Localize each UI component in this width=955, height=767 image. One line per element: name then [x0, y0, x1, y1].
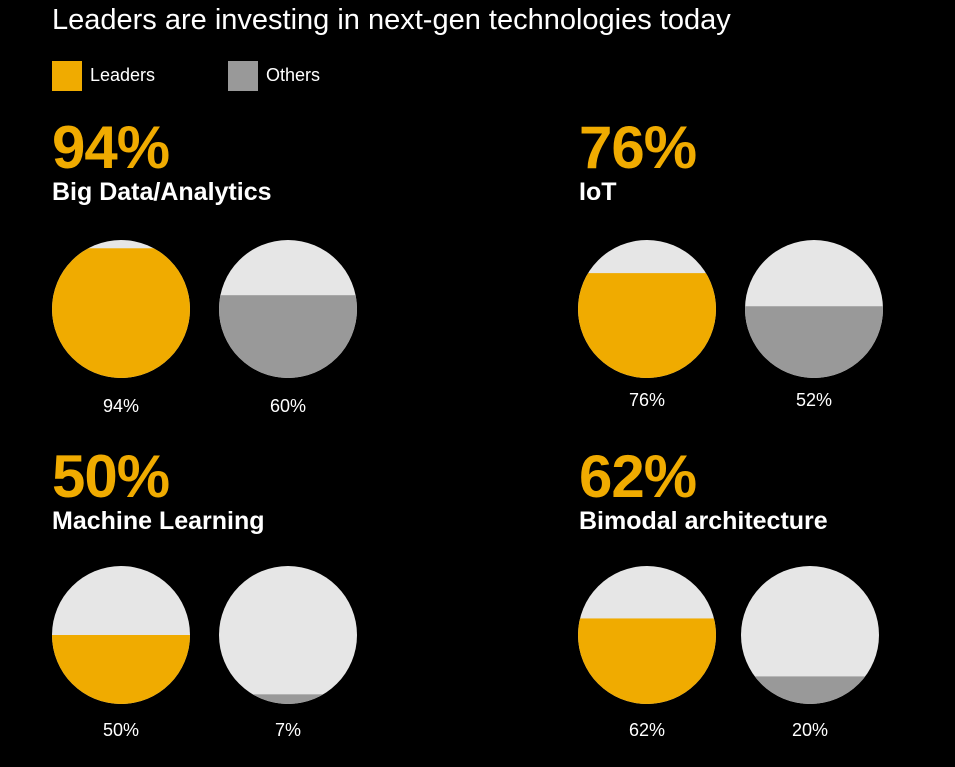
headline-percent: 76% — [579, 114, 697, 181]
circle-empty-area — [741, 566, 879, 704]
leaders-fill-level — [578, 273, 716, 378]
leaders-value-label: 94% — [102, 396, 140, 416]
others-fill-level — [745, 306, 883, 378]
leaders-fill-circle — [578, 240, 716, 378]
leaders-fill-level — [52, 248, 190, 378]
others-value-label: 52% — [795, 390, 833, 410]
category-label: Big Data/Analytics — [52, 178, 272, 206]
legend-label-others: Others — [266, 65, 321, 85]
chart-title: Leaders are investing in next-gen techno… — [52, 4, 731, 36]
legend-swatch-others — [228, 61, 258, 91]
headline-percent: 50% — [52, 443, 170, 510]
leaders-fill-circle — [52, 240, 190, 378]
category-label: Machine Learning — [52, 507, 265, 535]
category-label: IoT — [579, 178, 617, 206]
others-value-label: 20% — [791, 720, 829, 740]
leaders-fill-level — [52, 635, 190, 704]
panel-iot: 76% IoT 76% 52% — [578, 114, 955, 438]
leaders-value-label: 62% — [628, 720, 666, 740]
headline-percent: 94% — [52, 114, 170, 181]
others-fill-circle — [219, 566, 357, 704]
leaders-fill-circle — [52, 566, 190, 704]
leaders-fill-level — [578, 618, 716, 704]
others-fill-level — [219, 694, 357, 704]
leaders-value-label: 50% — [102, 720, 140, 740]
headline-percent: 62% — [579, 443, 697, 510]
others-value-label: 7% — [274, 720, 301, 740]
others-fill-circle — [745, 240, 883, 378]
others-fill-level — [741, 676, 879, 704]
others-value-label: 60% — [269, 396, 307, 416]
others-fill-circle — [741, 566, 879, 704]
leaders-value-label: 76% — [628, 390, 666, 410]
category-label: Bimodal architecture — [579, 507, 828, 535]
panel-bimodal: 62% Bimodal architecture 62% 20% — [578, 443, 955, 767]
legend-label-leaders: Leaders — [90, 65, 156, 85]
others-fill-level — [219, 295, 357, 378]
panel-big-data: 94% Big Data/Analytics 94% 60% — [52, 118, 472, 438]
legend-swatch-leaders — [52, 61, 82, 91]
circle-empty-area — [219, 566, 357, 704]
others-fill-circle — [219, 240, 357, 378]
leaders-fill-circle — [578, 566, 716, 704]
panel-machine-learning: 50% Machine Learning 50% 7% — [52, 447, 472, 767]
